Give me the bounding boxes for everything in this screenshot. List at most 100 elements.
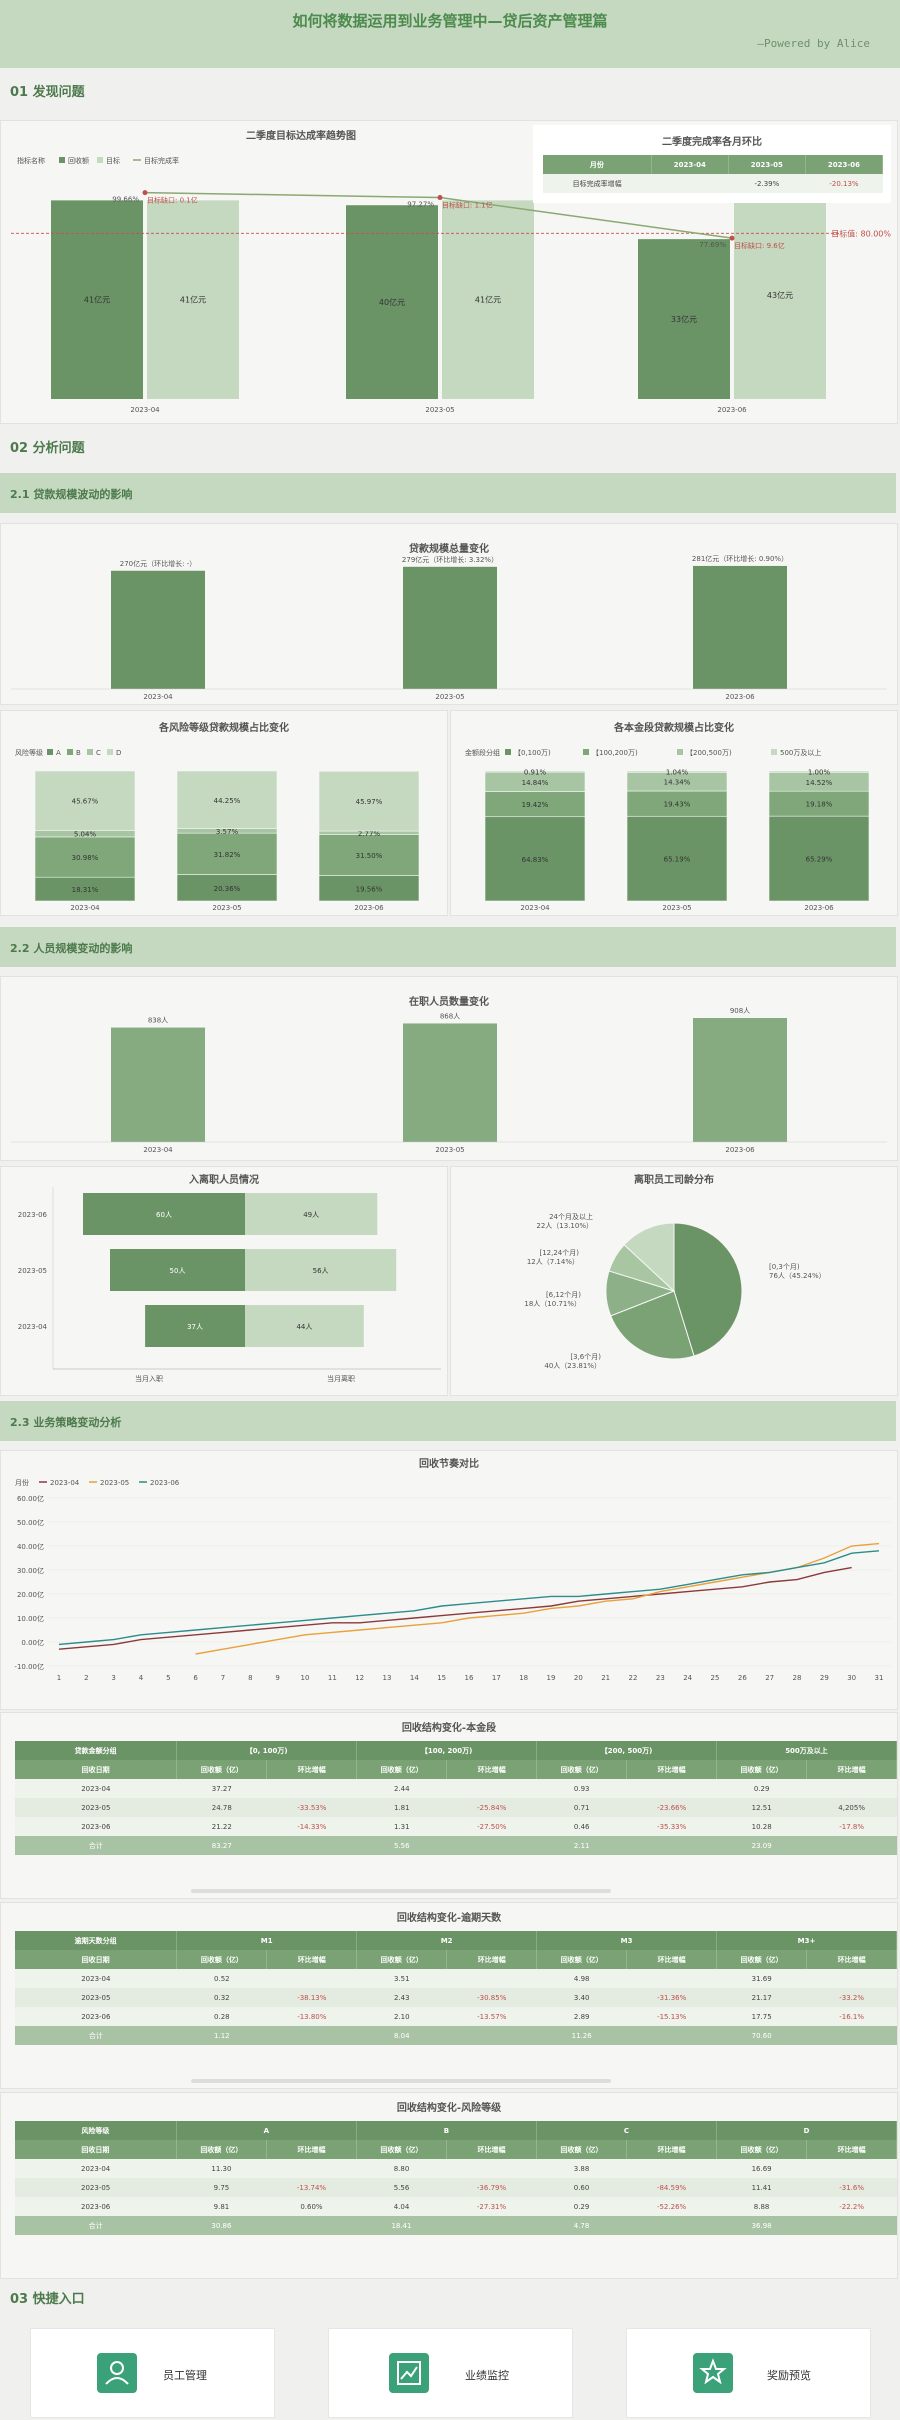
loan-bar bbox=[693, 565, 787, 689]
table-cell bbox=[626, 1836, 717, 1855]
risk-segment-label: 19.56% bbox=[356, 885, 383, 893]
table-row: 2023-06 0.28 -13.80% 2.10 -13.57% 2.89 -15.13%… bbox=[15, 2007, 897, 2026]
table-cell: 21.17 bbox=[716, 1988, 807, 2007]
table-cell: 8.04 bbox=[356, 2026, 447, 2045]
table-cell bbox=[626, 1779, 717, 1798]
section-title-3: 03 快捷入口 bbox=[10, 2292, 85, 2307]
pace-x-tick: 17 bbox=[492, 1674, 501, 1682]
table-total-row: 合计 30.86 18.41 4.78 36.98 bbox=[15, 2216, 897, 2235]
entry-exit-card: 入离职人员情况 60人 49人 2023-06 50人 56人 2023-05 37人 44人 2… bbox=[0, 1166, 448, 1396]
risk-segment bbox=[176, 770, 278, 829]
rate-label: 97.27% bbox=[407, 201, 434, 209]
loan-scale-chart: 贷款规模总量变化 270亿元（环比增长: -） 2023-04 279亿元（环比增长:… bbox=[11, 542, 887, 701]
pace-y-tick: 60.00亿 bbox=[17, 1494, 44, 1503]
staff-bar bbox=[403, 1023, 497, 1142]
table2-scrollbar[interactable] bbox=[191, 2079, 611, 2083]
loan-bar bbox=[111, 570, 205, 689]
staff-card: 在职人员数量变化 838人 2023-04 868人 2023-05 908人 2023-0… bbox=[0, 976, 898, 1161]
table-cell: 21.22 bbox=[176, 1817, 267, 1836]
pace-x-tick: 16 bbox=[465, 1674, 474, 1682]
table-cell bbox=[446, 2216, 537, 2235]
table3-group-header[interactable]: 风险等级 bbox=[15, 2121, 177, 2140]
table1-sub-header: 回收额（亿） bbox=[176, 1760, 268, 1779]
risk-title: 各风险等级贷款规模占比变化 bbox=[158, 721, 289, 734]
loan-x-tick: 2023-06 bbox=[725, 693, 755, 701]
pace-x-tick: 15 bbox=[437, 1674, 446, 1682]
table-cell: -15.13% bbox=[626, 2007, 717, 2026]
loan-bar-label: 279亿元（环比增长: 3.32%） bbox=[402, 555, 498, 564]
target-bar-label: 41亿元 bbox=[475, 295, 501, 305]
table1-wrap: 贷款金额分组 【0, 100万) 【100, 200万) 【200, 500万) 500… bbox=[15, 1741, 897, 1855]
quick-performance-card[interactable]: 业绩监控 bbox=[328, 2328, 573, 2418]
risk-segment-label: 20.36% bbox=[214, 885, 241, 893]
table-cell: -25.84% bbox=[446, 1798, 537, 1817]
table-cell: 9.81 bbox=[176, 2197, 267, 2216]
table2-sub-header: 回收额（亿） bbox=[356, 1950, 448, 1969]
table-cell bbox=[266, 2216, 357, 2235]
pace-title: 回收节奏对比 bbox=[419, 1457, 479, 1470]
entry-bar bbox=[83, 1193, 245, 1235]
table3-sub-header: 环比增幅 bbox=[266, 2140, 357, 2159]
table3-group-header: C bbox=[536, 2121, 717, 2140]
table-cell: 17.75 bbox=[716, 2007, 807, 2026]
quick-staff-card[interactable]: 员工管理 bbox=[30, 2328, 275, 2418]
table2-sub-header: 环比增幅 bbox=[446, 1950, 538, 1969]
risk-segment bbox=[318, 875, 420, 902]
amount-legend-item: 500万及以上 bbox=[780, 748, 821, 757]
pace-x-tick: 13 bbox=[383, 1674, 392, 1682]
table-cell: 2023-06 bbox=[15, 2007, 177, 2026]
pace-x-tick: 28 bbox=[793, 1674, 802, 1682]
performance-icon bbox=[389, 2353, 429, 2393]
pace-x-tick: 11 bbox=[328, 1674, 337, 1682]
gap-label: 目标缺口: 0.1亿 bbox=[147, 196, 198, 205]
table-cell: -33.53% bbox=[266, 1798, 357, 1817]
amount-segment-label: 0.91% bbox=[524, 769, 547, 777]
table-row: 2023-05 9.75 -13.74% 5.56 -36.79% 0.60 -84.59%… bbox=[15, 2178, 897, 2197]
table3-table: 风险等级 A B C D 回收日期 回收额（亿） 环比增幅 回收额（亿） 环比增幅 回收额（亿） 环比… bbox=[15, 2121, 897, 2235]
table1-group-header[interactable]: 贷款金额分组 bbox=[15, 1741, 178, 1760]
quick-reward-label: 奖励预览 bbox=[767, 2369, 811, 2382]
table-cell bbox=[806, 1969, 897, 1988]
table2-sub-header[interactable]: 回收日期 bbox=[15, 1950, 178, 1969]
amount-segment-label: 64.83% bbox=[522, 856, 549, 864]
entry-exit-y-tick: 2023-06 bbox=[18, 1211, 48, 1219]
risk-segment bbox=[34, 836, 136, 878]
table-cell: 2.11 bbox=[536, 1836, 627, 1855]
subsection-title-2-2: 2.2 人员规模变动的影响 bbox=[10, 942, 133, 955]
table-cell: -17.8% bbox=[806, 1817, 897, 1836]
quick-reward-card[interactable]: 奖励预览 bbox=[626, 2328, 871, 2418]
risk-segment bbox=[176, 832, 278, 875]
table-cell: -38.13% bbox=[266, 1988, 357, 2007]
table2-group-header: M3+ bbox=[716, 1931, 897, 1950]
staff-icon bbox=[97, 2353, 137, 2393]
mom-col-month[interactable]: 月份 bbox=[543, 155, 652, 174]
table2-sub-header: 回收额（亿） bbox=[536, 1950, 628, 1969]
table1-title: 回收结构变化-本金段 bbox=[401, 1723, 497, 1734]
target-bar-label: 41亿元 bbox=[180, 295, 206, 305]
pie-label: 12人（7.14%） bbox=[527, 1258, 579, 1266]
pace-x-tick: 29 bbox=[820, 1674, 829, 1682]
table-cell bbox=[806, 2159, 897, 2178]
gap-label: 目标缺口: 1.1亿 bbox=[442, 201, 493, 210]
pace-x-tick: 23 bbox=[656, 1674, 665, 1682]
loan-x-tick: 2023-04 bbox=[143, 693, 173, 701]
table1-scrollbar[interactable] bbox=[191, 1889, 611, 1893]
table-cell: 2.89 bbox=[536, 2007, 627, 2026]
table3-sub-header[interactable]: 回收日期 bbox=[15, 2140, 177, 2159]
table1-sub-header[interactable]: 回收日期 bbox=[15, 1760, 178, 1779]
table2-group-header[interactable]: 逾期天数分组 bbox=[15, 1931, 178, 1950]
risk-segment bbox=[318, 770, 420, 832]
table-cell: 83.27 bbox=[176, 1836, 267, 1855]
gap-label: 目标缺口: 9.6亿 bbox=[734, 241, 785, 250]
target-line-label: 目标值: 80.00% bbox=[831, 228, 891, 238]
table-cell: -13.57% bbox=[446, 2007, 537, 2026]
risk-segment-label: 31.50% bbox=[356, 852, 383, 860]
staff-x-tick: 2023-06 bbox=[725, 1146, 755, 1154]
pace-x-tick: 22 bbox=[629, 1674, 638, 1682]
amount-segment bbox=[484, 791, 586, 818]
actual-bar bbox=[346, 205, 438, 399]
table-cell bbox=[806, 1836, 897, 1855]
table-cell: 0.52 bbox=[176, 1969, 267, 1988]
table-cell: -13.80% bbox=[266, 2007, 357, 2026]
